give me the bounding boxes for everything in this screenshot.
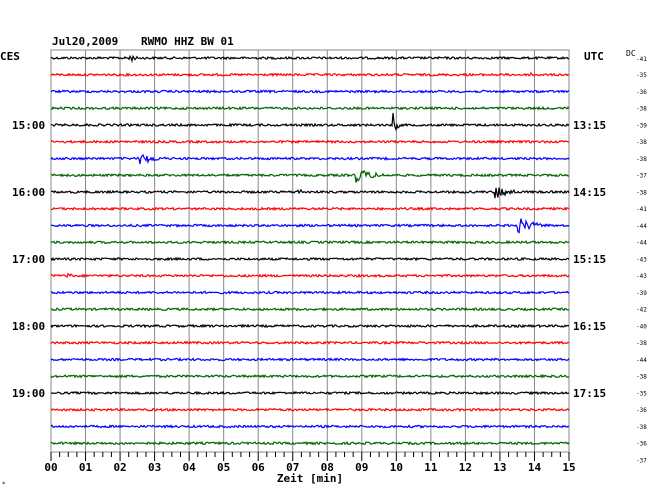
dc-offset-13: -39 [636, 290, 647, 297]
dc-offset-4: -38 [636, 139, 647, 146]
dc-offset-20: -36 [636, 407, 647, 414]
trace-row-14 [51, 290, 570, 295]
dc-offset-12: -43 [636, 273, 647, 280]
dc-offset-9: -44 [636, 223, 647, 230]
x-tick-label-08: 08 [321, 461, 334, 474]
right-time-label-4: 17:15 [573, 387, 606, 400]
dc-offset-14: -42 [636, 307, 647, 314]
corner-mark: * [2, 481, 6, 488]
x-tick-label-07: 07 [286, 461, 299, 474]
left-time-label-3: 18:00 [12, 320, 45, 333]
x-tick-label-09: 09 [355, 461, 368, 474]
x-tick-label-05: 05 [217, 461, 230, 474]
x-tick-label-00: 00 [44, 461, 57, 474]
dc-offset-16: -38 [636, 340, 647, 347]
right-time-label-1: 14:15 [573, 186, 606, 199]
dc-offset-8: -41 [636, 206, 647, 213]
x-tick-label-13: 13 [493, 461, 506, 474]
trace-row-5 [50, 139, 570, 145]
left-time-label-1: 16:00 [12, 186, 45, 199]
trace-row-13 [50, 272, 570, 279]
date-label: Jul20,2009 [52, 35, 118, 48]
time-grid [50, 49, 570, 453]
trace-row-9 [50, 206, 570, 212]
left-time-label-4: 19:00 [12, 387, 45, 400]
dc-offset-19: -35 [636, 390, 647, 397]
right-time-label-3: 16:15 [573, 320, 606, 333]
trace-row-12 [50, 256, 570, 262]
x-tick-label-06: 06 [252, 461, 266, 474]
left-time-label-0: 15:00 [12, 119, 45, 132]
trace-row-3 [50, 105, 570, 111]
dc-offset-7: -38 [636, 189, 647, 196]
trace-row-8 [50, 187, 570, 199]
trace-row-10 [50, 218, 570, 234]
trace-row-23 [50, 440, 570, 446]
x-tick-label-15: 15 [562, 461, 575, 474]
trace-row-21 [50, 407, 570, 412]
dc-offset-17: -44 [636, 357, 647, 364]
trace-row-0 [50, 54, 570, 63]
dc-offset-3: -39 [636, 122, 647, 129]
dc-offset-5: -38 [636, 156, 647, 163]
x-tick-label-02: 02 [113, 461, 126, 474]
left-time-label-2: 17:00 [12, 253, 45, 266]
right-time-label-2: 15:15 [573, 253, 606, 266]
trace-row-15 [50, 306, 570, 312]
dc-offset-18: -38 [636, 374, 647, 381]
trace-row-6 [50, 153, 570, 165]
dc-offset-0: -35 [636, 72, 647, 79]
x-axis: 00 01 02 03 04 05 06 07 08 09 10 11 12 13 14 15 [44, 452, 576, 474]
dc-offset-6: -37 [636, 173, 647, 180]
plot-frame [50, 49, 570, 453]
dc-offset-23: -37 [636, 457, 647, 464]
x-tick-label-10: 10 [390, 461, 403, 474]
traces-group: -35 -36 -38 -39 -38 -38 -37 -38 -41 -44 -44 -43 -43 -… [50, 54, 647, 464]
right-time-label-0: 13:15 [573, 119, 606, 132]
trace-row-2 [50, 89, 570, 94]
dc-offset-15: -40 [636, 323, 647, 330]
trace-row-20 [50, 390, 570, 396]
x-tick-label-12: 12 [459, 461, 472, 474]
dc-offset-10: -44 [636, 240, 647, 247]
row-labels: 15:00 16:00 17:00 18:00 19:00 13:15 14:15 15:15… [12, 119, 606, 400]
x-tick-label-03: 03 [148, 461, 161, 474]
dc-offset-2: -38 [636, 106, 647, 113]
trace-row-17 [50, 340, 570, 346]
dc-top-value: -41 [636, 56, 647, 63]
left-timezone-label: CES [0, 50, 20, 63]
right-timezone-label: UTC [584, 50, 604, 63]
x-tick-label-01: 01 [79, 461, 93, 474]
trace-row-22 [50, 424, 570, 429]
dc-offset-11: -43 [636, 256, 647, 263]
trace-row-16 [50, 323, 570, 329]
x-tick-label-14: 14 [528, 461, 542, 474]
trace-row-18 [50, 357, 570, 362]
trace-row-7 [50, 169, 570, 183]
x-tick-label-04: 04 [183, 461, 197, 474]
dc-offset-1: -36 [636, 89, 647, 96]
dc-offset-22: -36 [636, 441, 647, 448]
trace-row-11 [50, 239, 570, 245]
trace-row-1 [50, 71, 570, 78]
trace-row-19 [50, 373, 570, 379]
station-label: RWMO HHZ BW 01 [141, 35, 234, 48]
x-tick-label-11: 11 [424, 461, 438, 474]
dc-offset-21: -38 [636, 424, 647, 431]
x-axis-label: Zeit [min] [277, 472, 343, 485]
dc-label: DC [626, 49, 636, 58]
trace-row-4 [50, 112, 570, 132]
